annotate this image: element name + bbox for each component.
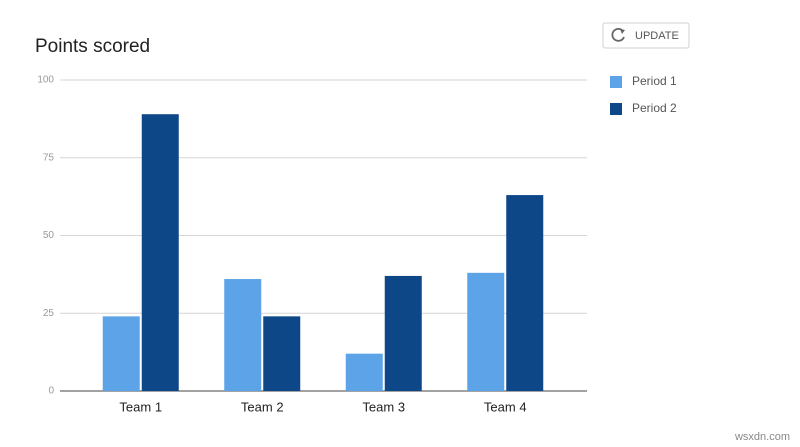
refresh-icon xyxy=(611,27,625,42)
y-tick-label: 75 xyxy=(43,152,55,163)
x-tick-label: Team 2 xyxy=(241,399,284,414)
y-tick-label: 0 xyxy=(48,386,54,397)
x-tick-label: Team 4 xyxy=(484,399,527,414)
watermark: wsxdn.com xyxy=(734,431,790,443)
legend-label: Period 1 xyxy=(632,74,677,88)
button-frame[interactable] xyxy=(602,22,690,49)
refresh-arrow xyxy=(620,29,625,34)
bar xyxy=(263,316,301,391)
legend-label: Period 2 xyxy=(632,101,677,115)
bar xyxy=(467,272,505,391)
y-tick-label: 50 xyxy=(43,230,55,241)
bar xyxy=(506,195,544,391)
bar xyxy=(102,316,140,391)
bar xyxy=(345,353,383,391)
button-label[interactable]: UPDATE xyxy=(635,30,679,42)
bar xyxy=(224,279,262,391)
x-tick-label: Team 3 xyxy=(362,399,405,414)
y-tick-label: 25 xyxy=(43,308,55,319)
bar xyxy=(141,114,179,392)
legend-swatch xyxy=(610,103,622,115)
bar xyxy=(384,275,422,391)
chart-title: Points scored xyxy=(35,36,150,57)
legend-swatch xyxy=(610,76,622,88)
y-tick-label: 100 xyxy=(37,75,54,86)
update-button[interactable]: UPDATE xyxy=(602,22,690,49)
x-tick-label: Team 1 xyxy=(119,399,162,414)
